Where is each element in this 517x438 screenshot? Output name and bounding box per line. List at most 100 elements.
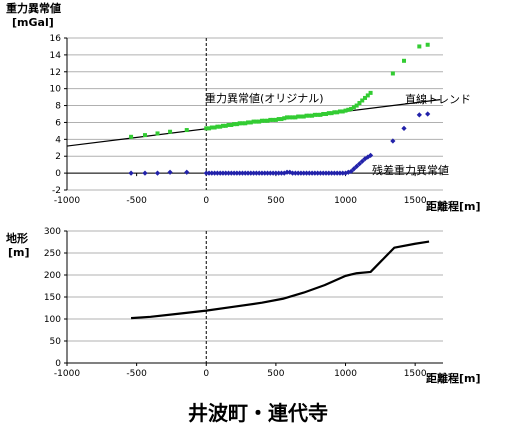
terrain-y-axis-label: 地形 [6, 231, 28, 245]
residual-anomaly-point [309, 170, 315, 176]
residual-anomaly-point [326, 170, 332, 176]
gravity-y-tick-label: 4 [55, 135, 61, 145]
residual-anomaly-point [351, 166, 357, 172]
original-anomaly-point [129, 134, 134, 139]
residual-anomaly-point [167, 169, 173, 175]
original-anomaly-point [223, 123, 228, 128]
gravity-y-tick-label: 14 [50, 51, 62, 61]
original-anomaly-point [287, 115, 292, 120]
original-anomaly-point [324, 112, 329, 116]
residual-anomaly-point [306, 170, 312, 176]
terrain-gridlines [67, 230, 443, 364]
residual-anomaly-point [228, 170, 234, 176]
gravity-x-tick-label: 1000 [334, 196, 357, 206]
gravity-x-tick-label: 1500 [404, 196, 427, 206]
residual-anomaly-point [348, 168, 354, 175]
original-anomaly-point [337, 109, 342, 114]
original-anomaly-point [246, 120, 251, 125]
residual-anomaly-point [356, 161, 363, 167]
original-anomaly-point [254, 119, 259, 124]
original-anomaly-point [273, 117, 278, 122]
residual-anomaly-point [328, 170, 335, 176]
gravity-y-tick-label: 8 [55, 102, 61, 112]
original-anomaly-point [262, 118, 267, 123]
original-anomaly-point [220, 123, 225, 128]
original-anomaly-point [343, 108, 348, 113]
original-anomaly-point [340, 109, 345, 114]
gravity-x-tick-labels: -1000 -500 0 500 1000 1500 [54, 196, 427, 206]
residual-anomaly-point [256, 170, 262, 176]
terrain-chart: 0 50 100 150 200 250 300 -1000 -500 0 500 1000 1500… [6, 227, 481, 385]
gravity-y-tick-label: -2 [52, 186, 61, 196]
original-anomaly-point [251, 119, 256, 124]
residual-anomaly-point [234, 170, 240, 176]
original-anomaly-point [259, 118, 264, 123]
original-anomaly-point [417, 44, 422, 49]
residual-anomaly-point [225, 170, 232, 176]
terrain-x-tick-label: -500 [126, 369, 147, 379]
residual-anomaly-point [267, 170, 273, 176]
residual-anomaly-point [273, 170, 279, 176]
terrain-y-tick-label: 200 [44, 271, 61, 281]
original-anomaly-point [268, 117, 273, 122]
residual-anomaly-point [312, 170, 318, 176]
residual-anomaly-point [303, 170, 310, 176]
original-anomaly-point [212, 125, 217, 130]
original-anomaly-point [360, 98, 365, 103]
residual-anomaly-point [315, 170, 321, 176]
residual-anomaly-point [203, 170, 209, 176]
original-anomaly-point [296, 114, 301, 119]
residual-anomaly-point [259, 170, 265, 176]
residual-anomaly-point [401, 125, 407, 131]
gravity-x-tick-label: -500 [126, 196, 147, 206]
terrain-x-tick-label: -1000 [54, 369, 80, 379]
original-anomaly-point [232, 122, 237, 127]
original-anomaly-point [318, 112, 323, 117]
residual-anomaly-point [354, 163, 360, 169]
original-anomaly-point [142, 133, 147, 138]
residual-anomaly-point [284, 169, 290, 175]
gravity-x-tick-label: 500 [267, 196, 284, 206]
residual-anomaly-series [128, 111, 431, 176]
residual-anomaly-point [337, 170, 343, 176]
gravity-x-axis-label: 距離程[m] [426, 199, 481, 213]
original-anomaly-point [298, 114, 303, 119]
residual-anomaly-point [362, 156, 368, 162]
original-anomaly-point [304, 113, 309, 118]
gravity-y-axis-unit: [mGal] [12, 16, 54, 29]
original-anomaly-point [265, 118, 270, 123]
residual-anomaly-point [214, 170, 220, 176]
residual-anomaly-point [237, 170, 243, 176]
original-anomaly-point [271, 117, 276, 122]
original-anomaly-point [279, 117, 284, 122]
gravity-anomaly-chart: -2 0 2 4 6 8 10 12 14 16 -1000 -500 0 500 1000 1500 重力… [6, 1, 481, 213]
residual-anomaly-point [253, 170, 259, 176]
original-anomaly-point [425, 42, 430, 47]
original-anomaly-point [207, 126, 212, 131]
residual-anomaly-point [295, 170, 301, 176]
residual-anomaly-point [242, 170, 248, 176]
residual-anomaly-point [239, 170, 246, 176]
residual-anomaly-point [340, 170, 346, 176]
terrain-y-axis-unit: [m] [8, 246, 30, 259]
residual-anomaly-point [331, 170, 337, 176]
residual-anomaly-point [206, 170, 212, 176]
original-anomaly-point [215, 124, 220, 129]
residual-anomaly-point [317, 170, 324, 176]
gravity-y-tick-labels: -2 0 2 4 6 8 10 12 14 16 [50, 34, 62, 196]
original-anomaly-point [282, 116, 287, 121]
residual-anomaly-point [184, 169, 190, 175]
terrain-y-tick-label: 0 [55, 359, 61, 369]
residual-anomaly-point [231, 170, 237, 176]
residual-anomaly-point [245, 170, 251, 176]
original-anomaly-point [357, 101, 362, 106]
gravity-x-tick-label: -1000 [54, 196, 80, 206]
original-anomaly-point [204, 126, 209, 131]
gravity-y-axis-label: 重力異常値 [6, 1, 61, 15]
residual-anomaly-point [298, 170, 304, 176]
gravity-y-tick-label: 10 [50, 85, 62, 95]
residual-anomaly-point [264, 170, 271, 176]
residual-anomaly-point [209, 170, 215, 176]
original-anomaly-point [155, 131, 160, 136]
